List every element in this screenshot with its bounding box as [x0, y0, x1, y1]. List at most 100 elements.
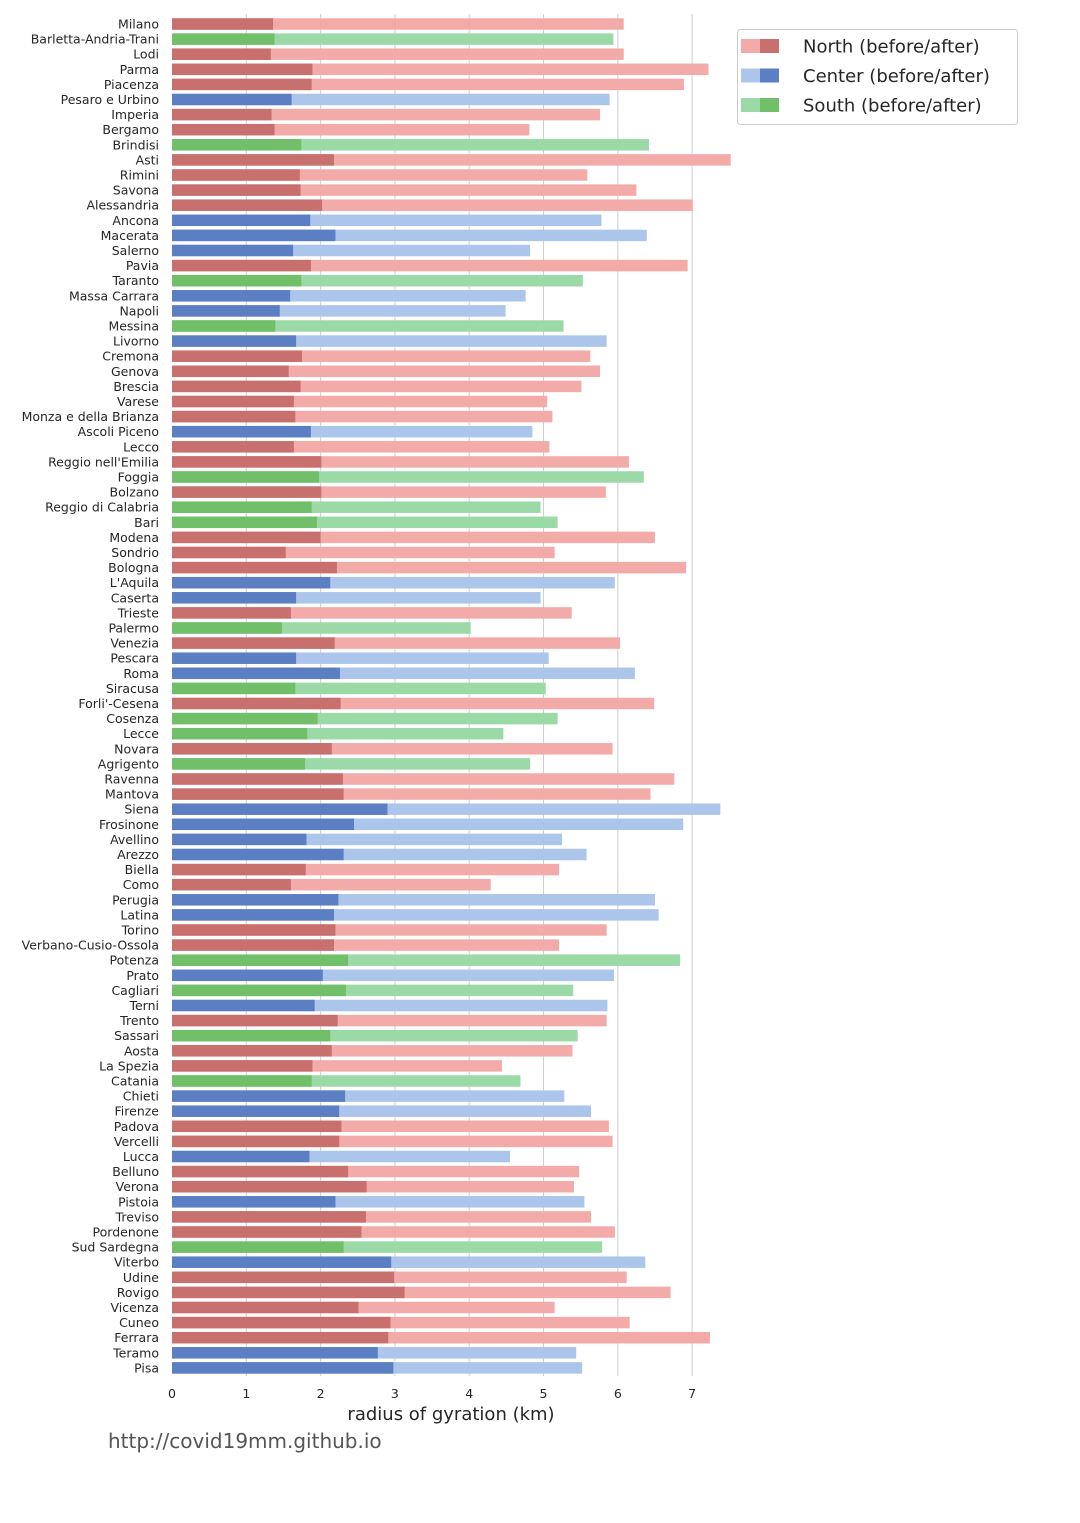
y-tick-label: Cagliari	[111, 983, 159, 998]
bar-after-monza-e-della-brianza	[172, 410, 553, 423]
bar-after-forli-cesena	[172, 697, 655, 710]
bar-after-brescia	[172, 380, 582, 393]
y-tick-label: Catania	[111, 1074, 159, 1089]
bar-before-frosinone	[172, 818, 355, 831]
bar-before-roma	[172, 667, 340, 680]
y-tick-label: Prato	[126, 968, 159, 983]
y-tick-label: Rimini	[120, 168, 159, 183]
x-tick-label: 7	[688, 1386, 696, 1401]
bar-after-viterbo	[172, 1256, 646, 1268]
bar-after-genova	[172, 365, 600, 378]
y-tick-label: Monza e della Brianza	[22, 409, 159, 424]
bar-before-torino	[172, 924, 336, 936]
bar-after-ascoli-piceno	[172, 425, 533, 438]
y-tick-label: Palermo	[108, 621, 159, 636]
bar-before-rimini	[172, 169, 300, 181]
bar-before-la-spezia	[172, 1060, 313, 1072]
bar-after-siena	[172, 803, 721, 815]
bar-before-bolzano	[172, 486, 322, 498]
y-tick-label: Parma	[120, 62, 159, 77]
y-tick-label: Pescara	[110, 651, 159, 666]
bar-before-belluno	[172, 1165, 349, 1178]
y-tick-label: Siracusa	[106, 681, 159, 696]
x-tick-label: 4	[465, 1386, 473, 1401]
bar-after-modena	[172, 531, 655, 544]
bars	[172, 18, 731, 1374]
bar-after-pordenone	[172, 1226, 615, 1238]
bar-before-pistoia	[172, 1196, 336, 1208]
bar-after-como	[172, 878, 491, 891]
y-tick-label: Pistoia	[118, 1194, 159, 1209]
y-tick-label: Belluno	[112, 1164, 159, 1179]
bar-after-bologna	[172, 561, 687, 574]
bar-after-frosinone	[172, 818, 684, 831]
bar-after-torino	[172, 924, 607, 936]
bar-after-firenze	[172, 1105, 592, 1117]
bar-before-genova	[172, 365, 289, 378]
bar-before-forli-cesena	[172, 697, 341, 710]
bar-before-siracusa	[172, 682, 296, 695]
bar-after-rimini	[172, 169, 588, 181]
bar-before-pesaro-e-urbino	[172, 93, 292, 106]
legend-swatch-before	[760, 39, 779, 53]
bar-before-lecce	[172, 727, 308, 740]
bar-before-cagliari	[172, 984, 346, 997]
bar-before-alessandria	[172, 199, 323, 211]
y-tick-label: Biella	[125, 862, 159, 877]
y-tick-label: Massa Carrara	[69, 288, 159, 303]
bar-before-imperia	[172, 108, 272, 121]
bar-before-bergamo	[172, 123, 275, 136]
y-tick-label: Sud Sardegna	[72, 1240, 159, 1255]
y-tick-label: Potenza	[110, 953, 159, 968]
bar-after-sud-sardegna	[172, 1241, 603, 1253]
y-tick-label: Messina	[108, 319, 159, 334]
bar-after-lecco	[172, 441, 550, 453]
bar-after-napoli	[172, 305, 506, 317]
bar-before-modena	[172, 531, 321, 544]
bar-after-bari	[172, 516, 558, 529]
bar-before-brindisi	[172, 139, 302, 151]
bar-before-perugia	[172, 894, 339, 906]
bar-before-mantova	[172, 788, 344, 800]
y-tick-label: Napoli	[119, 303, 159, 318]
y-tick-label: Siena	[124, 802, 159, 817]
y-tick-label: Brescia	[113, 379, 159, 394]
bar-after-agrigento	[172, 758, 531, 770]
y-tick-label: Udine	[123, 1270, 159, 1285]
y-tick-label: Cremona	[102, 349, 159, 364]
y-tick-label: Avellino	[110, 832, 159, 847]
bar-after-taranto	[172, 274, 583, 287]
y-tick-label: Chieti	[123, 1089, 159, 1104]
y-tick-label: Varese	[117, 394, 159, 409]
y-tick-label: Livorno	[113, 334, 159, 349]
bar-after-verbano-cusio-ossola	[172, 939, 560, 951]
y-tick-label: Agrigento	[98, 756, 159, 771]
y-tick-label: Lecco	[123, 439, 159, 454]
legend-swatch-after	[741, 98, 760, 112]
x-axis-label: radius of gyration (km)	[347, 1404, 554, 1425]
y-tick-label: Genova	[111, 364, 159, 379]
bar-after-cosenza	[172, 712, 558, 725]
bar-before-ancona	[172, 214, 311, 227]
bar-after-bolzano	[172, 486, 606, 498]
bar-after-la-spezia	[172, 1060, 502, 1072]
bar-after-lucca	[172, 1150, 511, 1163]
bar-before-milano	[172, 18, 274, 30]
bar-before-bologna	[172, 561, 337, 574]
y-tick-label: Verona	[116, 1179, 159, 1194]
bar-after-sassari	[172, 1029, 578, 1042]
y-tick-label: Ferrara	[114, 1330, 159, 1345]
y-tick-label: Reggio nell'Emilia	[48, 454, 159, 469]
bar-before-vicenza	[172, 1301, 359, 1314]
bar-after-trieste	[172, 607, 572, 619]
bar-before-cuneo	[172, 1316, 391, 1329]
y-tick-label: Caserta	[111, 590, 159, 605]
bar-before-reggio-di-calabria	[172, 501, 312, 513]
bar-before-asti	[172, 154, 334, 166]
x-tick-label: 0	[168, 1386, 176, 1401]
bar-before-salerno	[172, 244, 294, 257]
bar-after-chieti	[172, 1090, 565, 1102]
bar-before-catania	[172, 1075, 312, 1087]
x-tick-label: 3	[391, 1386, 399, 1401]
y-tick-label: Brindisi	[112, 137, 159, 152]
